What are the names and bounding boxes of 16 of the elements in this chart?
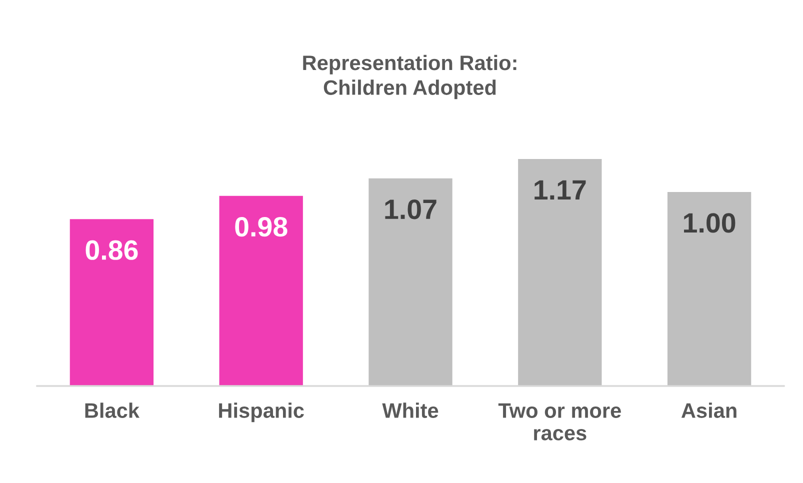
bar [70,219,154,386]
data-label: 1.00 [684,213,736,233]
data-label: 1.07 [385,200,436,220]
x-tick-label: Hispanic [219,402,304,422]
bar [368,178,452,386]
data-label: 0.98 [235,216,288,237]
data-label: 1.17 [534,180,586,200]
x-tick-label: Two or more races [498,403,621,440]
chart-title: Representation Ratio: Children Adopted [303,54,516,100]
x-tick-label: Black [85,402,140,418]
bar [667,192,752,386]
x-tick-label: Asian [681,402,736,418]
x-tick-label: White [382,402,438,418]
bar [518,159,602,386]
bar [219,196,303,386]
data-label: 0.86 [86,240,138,260]
